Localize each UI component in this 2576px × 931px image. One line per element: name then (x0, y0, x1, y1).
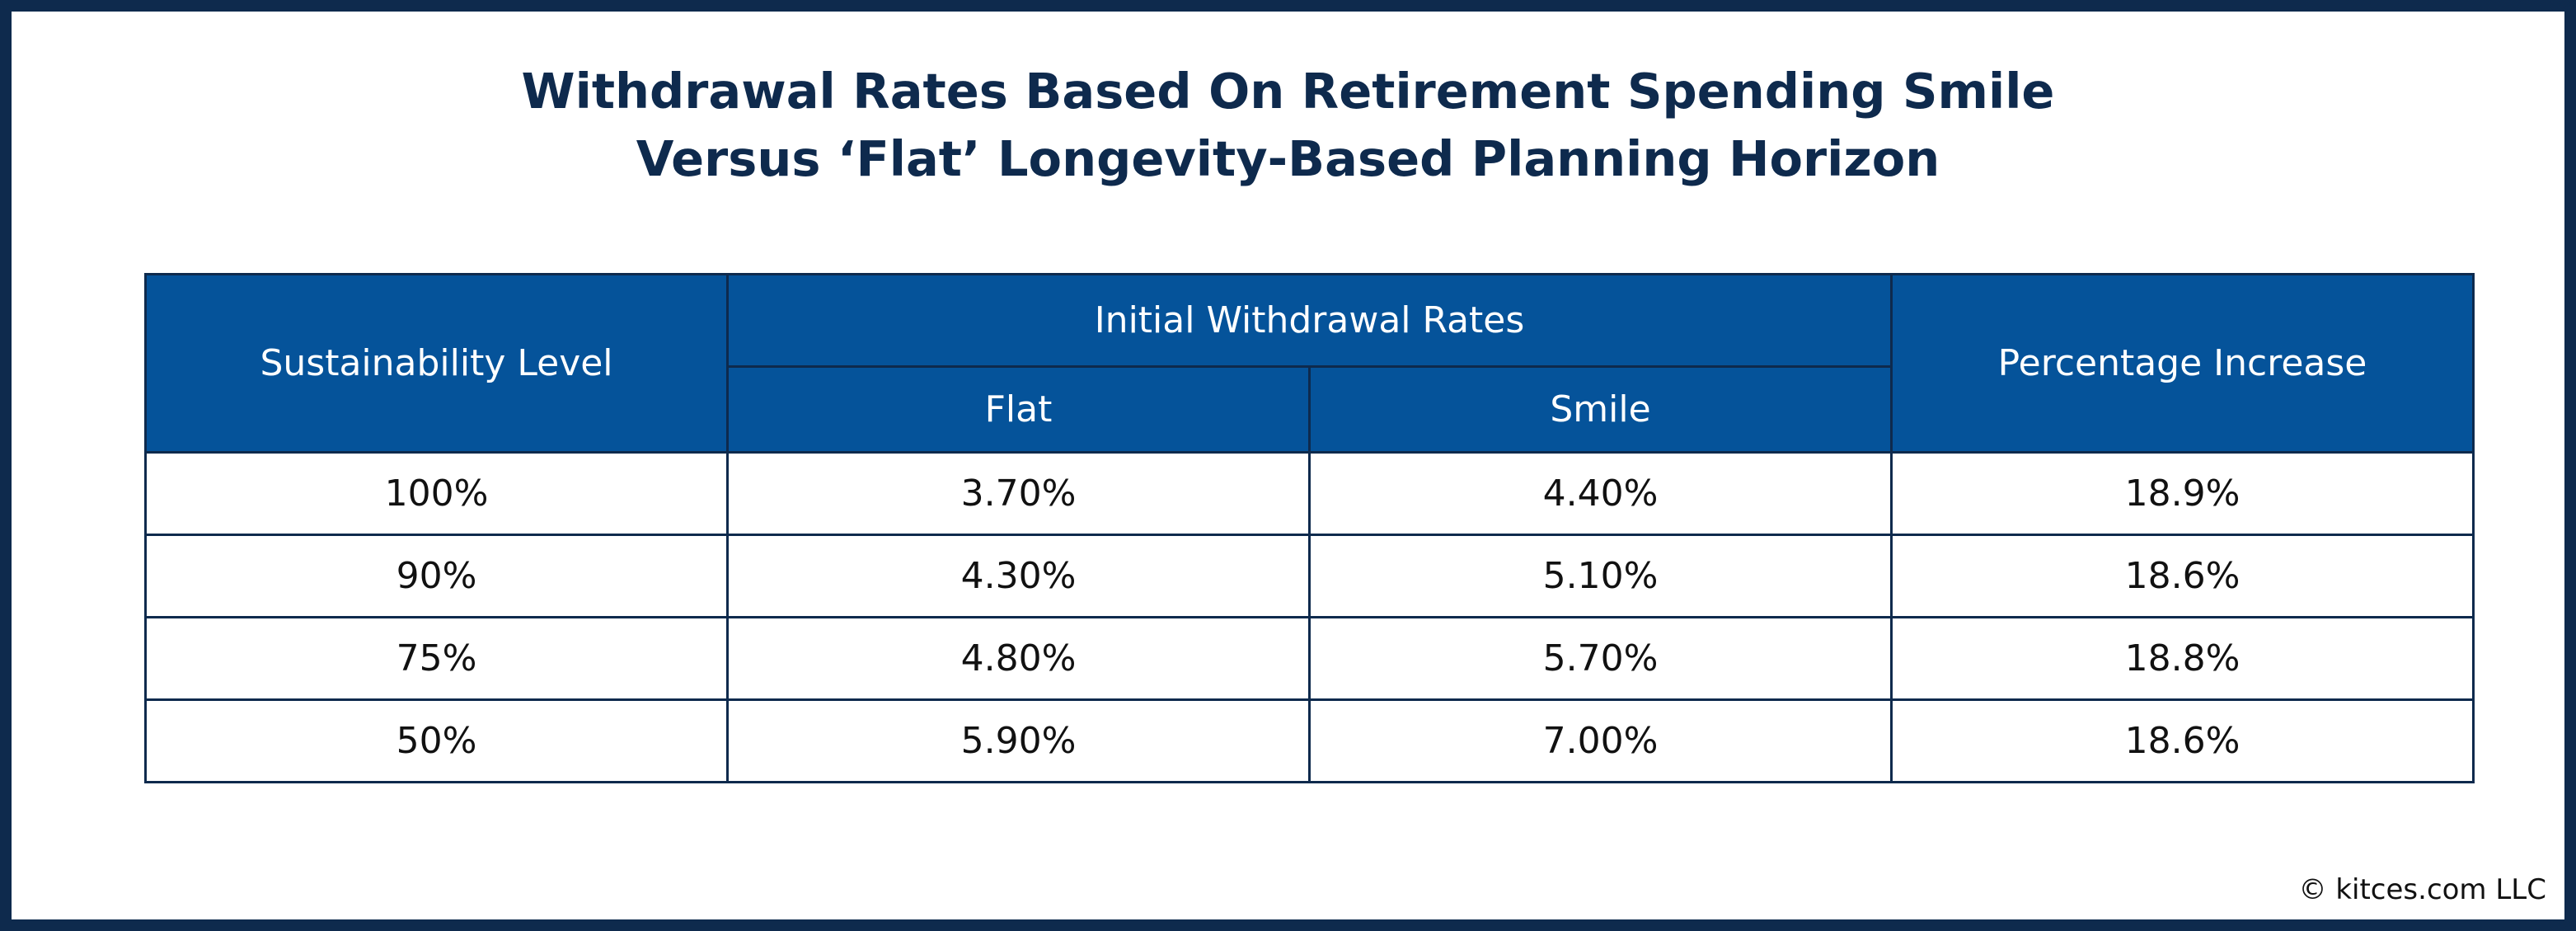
cell-percentage-increase: 18.8% (1890, 616, 2475, 701)
header-flat: Flat (726, 365, 1311, 454)
cell-flat-rate: 3.70% (726, 451, 1311, 536)
cell-smile-rate: 5.70% (1307, 616, 1893, 701)
cell-percentage-increase: 18.6% (1890, 698, 2475, 783)
title-line-2: Versus ‘Flat’ Longevity-Based Planning H… (636, 130, 1940, 187)
header-smile: Smile (1307, 365, 1893, 454)
table-row: 100% 3.70% 4.40% 18.9% (144, 451, 2475, 536)
cell-flat-rate: 5.90% (726, 698, 1311, 783)
cell-percentage-increase: 18.6% (1890, 534, 2475, 618)
cell-sustainability-level: 90% (144, 534, 729, 618)
withdrawal-rates-table: Sustainability Level Initial Withdrawal … (144, 273, 2475, 783)
cell-sustainability-level: 50% (144, 698, 729, 783)
cell-sustainability-level: 75% (144, 616, 729, 701)
cell-flat-rate: 4.30% (726, 534, 1311, 618)
table-header-row: Sustainability Level Initial Withdrawal … (144, 273, 2475, 454)
table-subheader-row: Flat Smile (146, 365, 2474, 454)
page-title: Withdrawal Rates Based On Retirement Spe… (12, 58, 2564, 193)
copyright-notice: © kitces.com LLC (2298, 873, 2546, 906)
cell-percentage-increase: 18.9% (1890, 451, 2475, 536)
cell-smile-rate: 4.40% (1307, 451, 1893, 536)
cell-smile-rate: 7.00% (1307, 698, 1893, 783)
table-row: 75% 4.80% 5.70% 18.8% (144, 616, 2475, 701)
cell-flat-rate: 4.80% (726, 616, 1311, 701)
table-row: 90% 4.30% 5.10% 18.6% (144, 534, 2475, 618)
header-percentage-increase: Percentage Increase (1890, 273, 2475, 454)
table-row: 50% 5.90% 7.00% 18.6% (144, 698, 2475, 783)
header-initial-withdrawal-rates: Initial Withdrawal Rates (725, 273, 1893, 368)
title-line-1: Withdrawal Rates Based On Retirement Spe… (521, 63, 2055, 120)
header-sustainability-level: Sustainability Level (144, 273, 729, 454)
cell-smile-rate: 5.10% (1307, 534, 1893, 618)
cell-sustainability-level: 100% (144, 451, 729, 536)
